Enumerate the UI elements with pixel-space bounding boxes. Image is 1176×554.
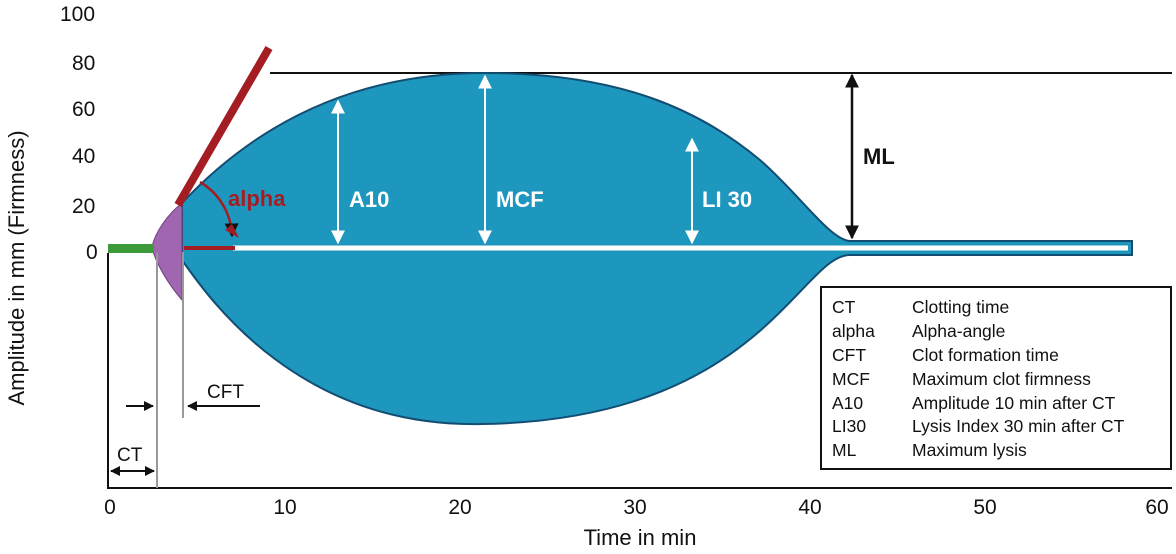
y-axis-label: Amplitude in mm (Firmness)	[4, 130, 29, 405]
legend-abbr: LI30	[832, 416, 867, 437]
legend-desc: Alpha-angle	[912, 321, 1006, 342]
legend-box: CT Clotting time alpha Alpha-angle CFT Clot f…	[820, 286, 1172, 470]
legend-desc: Lysis Index 30 min after CT	[912, 416, 1125, 437]
x-axis-label: Time in min	[584, 525, 697, 550]
legend-row: A10 Amplitude 10 min after CT	[832, 391, 1170, 415]
x-tick-40: 40	[798, 496, 821, 519]
x-tick-30: 30	[623, 496, 646, 519]
legend-desc: Amplitude 10 min after CT	[912, 392, 1116, 413]
legend-row: alpha Alpha-angle	[832, 320, 1170, 344]
legend-desc: Maximum clot firmness	[912, 368, 1091, 389]
ml-label: ML	[863, 144, 895, 169]
y-tick-60: 60	[72, 98, 95, 121]
legend-abbr: MCF	[832, 368, 870, 389]
legend-abbr: CT	[832, 297, 856, 318]
y-tick-40: 40	[72, 145, 95, 168]
cft-label: CFT	[207, 382, 244, 403]
x-tick-20: 20	[448, 496, 471, 519]
ct-baseline-bar	[108, 244, 154, 253]
legend-row: CT Clotting time	[832, 296, 1170, 320]
ct-label: CT	[117, 445, 143, 466]
alpha-angle-arc-head	[225, 224, 239, 238]
legend-row: LI30 Lysis Index 30 min after CT	[832, 415, 1170, 439]
alpha-label: alpha	[228, 186, 286, 211]
x-tick-50: 50	[973, 496, 996, 519]
legend-abbr: alpha	[832, 321, 875, 342]
y-tick-20: 20	[72, 195, 95, 218]
legend-row: CFT Clot formation time	[832, 344, 1170, 368]
li30-label: LI 30	[702, 187, 752, 212]
legend-abbr: ML	[832, 440, 857, 461]
y-tick-100: 100	[60, 3, 95, 26]
legend-abbr: CFT	[832, 344, 867, 365]
y-tick-80: 80	[72, 52, 95, 75]
x-tick-60: 60	[1145, 496, 1168, 519]
legend-row: ML Maximum lysis	[832, 439, 1170, 463]
legend-row: MCF Maximum clot firmness	[832, 367, 1170, 391]
y-tick-0: 0	[86, 241, 98, 264]
alpha-tangent-line	[174, 45, 273, 208]
legend-abbr: A10	[832, 392, 864, 413]
a10-label: A10	[349, 187, 389, 212]
x-tick-10: 10	[273, 496, 296, 519]
legend-desc: Clotting time	[912, 297, 1010, 318]
legend-desc: Clot formation time	[912, 344, 1059, 365]
x-tick-0: 0	[104, 496, 116, 519]
mcf-label: MCF	[496, 187, 544, 212]
legend-desc: Maximum lysis	[912, 440, 1027, 461]
